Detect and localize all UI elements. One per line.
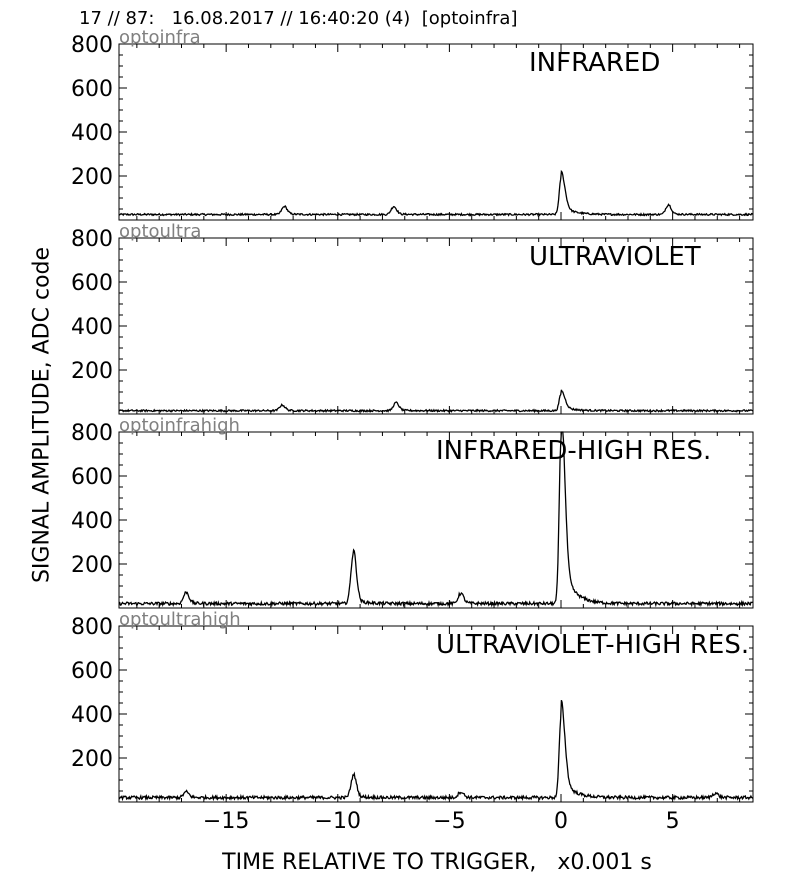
y-tick-label: 200 [71,359,113,384]
y-tick-label: 400 [71,509,113,534]
signal-trace [118,431,754,608]
panel-source-label: optoultrahigh [119,609,241,630]
panel-source-label: optoinfra [119,27,201,48]
figure-header: 17 // 87: 16.08.2017 // 16:40:20 (4) [op… [79,8,518,29]
y-tick-label: 400 [71,315,113,340]
x-tick-label: 0 [554,809,568,834]
x-tick-label: 5 [666,809,680,834]
panel-title: ULTRAVIOLET-HIGH RES. [436,630,749,660]
x-axis-label: TIME RELATIVE TO TRIGGER, x0.001 s [222,850,652,875]
y-tick-label: 800 [71,615,113,640]
y-tick-label: 200 [71,165,113,190]
x-tick-label: −10 [315,809,361,834]
panel-source-label: optoultra [119,221,201,242]
panel-title: INFRARED [529,48,660,78]
y-tick-label: 400 [71,703,113,728]
signal-trace [118,169,754,218]
y-tick-label: 600 [71,271,113,296]
panel-title: INFRARED-HIGH RES. [436,436,711,466]
signal-trace [118,699,754,802]
y-tick-label: 600 [71,659,113,684]
y-tick-label: 600 [71,465,113,490]
y-tick-label: 800 [71,421,113,446]
y-tick-label: 800 [71,227,113,252]
panel-source-label: optoinfrahigh [119,415,240,436]
x-tick-label: −5 [433,809,465,834]
y-tick-label: 800 [71,33,113,58]
panel-title: ULTRAVIOLET [529,242,701,272]
y-tick-label: 200 [71,747,113,772]
y-tick-label: 600 [71,77,113,102]
signal-trace [118,389,754,414]
y-tick-label: 200 [71,553,113,578]
x-tick-label: −15 [203,809,249,834]
y-tick-label: 400 [71,121,113,146]
